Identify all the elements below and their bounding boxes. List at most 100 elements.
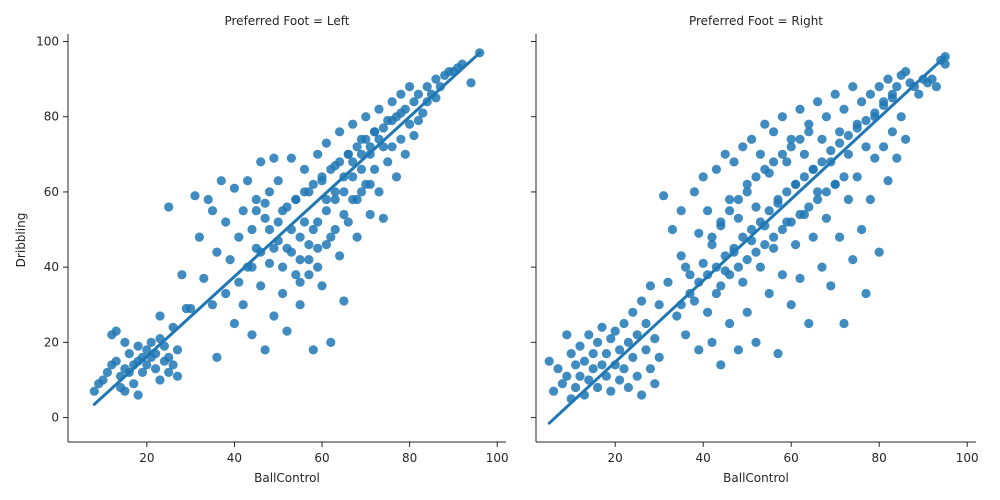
data-point (343, 149, 353, 159)
data-point (786, 142, 796, 152)
data-point (791, 179, 801, 189)
data-point (212, 352, 222, 362)
data-point (821, 112, 832, 122)
data-point (295, 255, 305, 265)
data-point (155, 375, 165, 385)
data-point (553, 364, 563, 374)
data-point (615, 345, 625, 355)
data-point (883, 176, 893, 186)
data-point (186, 303, 196, 314)
data-point (317, 281, 327, 291)
data-point (764, 288, 774, 299)
data-point (348, 157, 358, 167)
data-point (260, 213, 270, 223)
data-point (698, 258, 708, 268)
data-point (405, 82, 415, 92)
data-point (848, 82, 858, 92)
data-point (387, 97, 397, 107)
data-point (321, 206, 331, 216)
data-point (391, 172, 402, 182)
data-point (848, 255, 858, 265)
panel-right: Preferred Foot = Right 20 40 60 80 100 BallC… (531, 14, 979, 485)
data-point (738, 232, 748, 242)
data-point (304, 240, 314, 250)
data-point (299, 164, 310, 174)
data-point (751, 202, 761, 212)
data-point (343, 217, 353, 227)
data-point (282, 326, 292, 336)
y-tick-label: 80 (44, 110, 59, 124)
data-point (733, 194, 744, 205)
data-point (260, 198, 270, 208)
data-point (247, 224, 257, 235)
data-point (339, 296, 349, 306)
data-point (588, 364, 598, 374)
data-point (172, 371, 183, 381)
data-point (295, 277, 305, 287)
data-point (628, 307, 638, 317)
data-point (330, 224, 340, 235)
data-point (645, 364, 656, 374)
data-point (326, 337, 336, 347)
data-point (861, 142, 871, 152)
data-point (571, 382, 581, 393)
data-point (689, 187, 700, 197)
data-point (264, 187, 275, 197)
data-point (129, 379, 139, 389)
data-point (335, 251, 345, 261)
data-point (238, 206, 248, 216)
data-point (164, 367, 174, 377)
data-point (601, 349, 612, 359)
panel-title-left: Preferred Foot = Left (224, 14, 349, 28)
x-tick-label: 40 (696, 451, 711, 465)
data-point (339, 187, 349, 197)
data-point (725, 206, 735, 216)
data-point (901, 67, 911, 77)
data-point (887, 127, 898, 137)
data-point (330, 187, 340, 197)
data-point (716, 217, 726, 227)
data-point (685, 270, 695, 280)
data-point (742, 307, 752, 317)
data-point (755, 149, 766, 159)
data-point (229, 183, 239, 193)
data-point (742, 255, 752, 265)
data-point (839, 104, 849, 114)
data-point (330, 194, 340, 205)
data-point (133, 390, 143, 400)
data-point (348, 194, 358, 205)
x-tick-label: 60 (784, 451, 799, 465)
data-point (269, 311, 279, 321)
data-point (593, 337, 603, 347)
data-point (387, 142, 397, 152)
data-point (571, 360, 581, 370)
y-tick-label: 60 (44, 185, 59, 199)
data-point (557, 379, 568, 389)
data-point (234, 277, 244, 287)
data-point (940, 59, 950, 69)
data-point (264, 224, 275, 235)
data-point (229, 318, 239, 329)
data-point (672, 311, 682, 321)
data-point (606, 386, 616, 396)
data-point (681, 330, 691, 340)
panel-title-right: Preferred Foot = Right (689, 14, 823, 28)
x-tick-label: 100 (486, 451, 509, 465)
data-point (870, 108, 880, 118)
data-point (733, 262, 744, 272)
data-point (733, 345, 744, 355)
data-point (151, 364, 161, 374)
data-point (544, 356, 554, 366)
data-point (413, 115, 423, 126)
data-point (593, 382, 603, 393)
data-point (256, 281, 266, 291)
data-point (896, 112, 906, 122)
data-point (777, 149, 788, 159)
data-point (817, 134, 827, 144)
data-point (716, 360, 726, 370)
data-point (628, 352, 638, 362)
data-point (901, 134, 911, 144)
data-point (843, 194, 854, 205)
regression-line-right (547, 55, 947, 425)
